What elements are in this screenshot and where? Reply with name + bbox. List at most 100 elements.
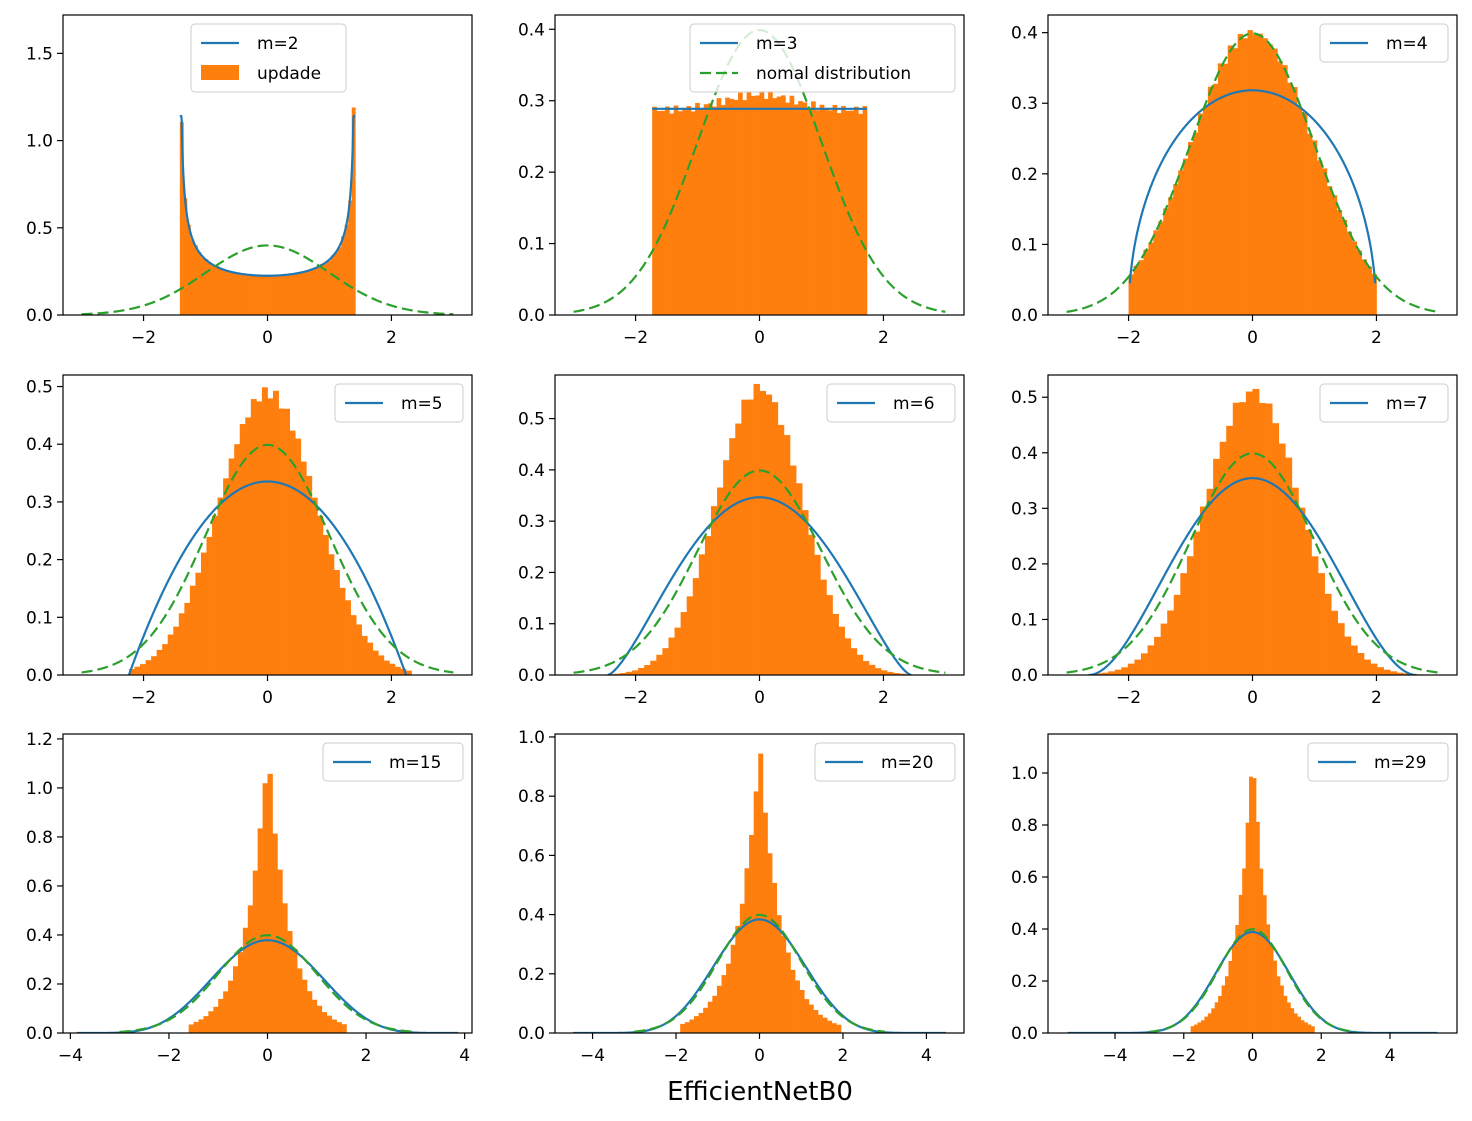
histogram-bar	[1267, 44, 1273, 315]
histogram-bar	[400, 668, 407, 675]
histogram-bar	[1307, 133, 1313, 315]
y-tick-label: 0.2	[518, 563, 545, 583]
histogram-bar	[1311, 556, 1319, 675]
histogram-bar	[1293, 1013, 1298, 1033]
y-tick-label: 0.0	[518, 306, 545, 326]
histogram-bar	[682, 108, 687, 315]
y-tick-label: 0.3	[518, 512, 545, 532]
histogram-bar	[207, 262, 212, 315]
histogram-bar	[707, 1001, 713, 1033]
histogram-bar	[1232, 402, 1240, 675]
y-tick-label: 0.6	[518, 846, 545, 866]
y-tick-label: 0.8	[26, 828, 53, 848]
histogram-bar	[1390, 671, 1398, 675]
legend-box	[814, 742, 956, 782]
histogram-bar	[1396, 672, 1404, 675]
legend-box	[826, 383, 956, 423]
histogram-bar	[1290, 1008, 1295, 1033]
histogram-bar	[712, 106, 717, 315]
histogram-bar	[1337, 623, 1345, 675]
histogram-bar	[272, 390, 279, 675]
histogram-bar	[613, 673, 621, 675]
histogram-bar	[311, 999, 318, 1033]
histogram-bar	[1173, 184, 1179, 315]
y-tick-label: 0.2	[1011, 165, 1038, 185]
histogram-bar	[689, 1019, 695, 1033]
histogram-bar	[245, 417, 252, 675]
histogram-bar	[1266, 924, 1271, 1033]
x-tick-label: −4	[1102, 1046, 1127, 1066]
histogram-bar	[267, 398, 274, 675]
histogram-bar	[234, 444, 241, 675]
histogram-bar	[200, 257, 205, 315]
histogram-bar	[1361, 259, 1367, 315]
plot-area	[573, 753, 946, 1033]
histogram-bar	[1227, 45, 1234, 315]
y-tick-label: 0.3	[1011, 499, 1038, 519]
legend-box	[322, 742, 464, 782]
histogram-bar	[767, 853, 773, 1033]
histogram-bar	[1180, 573, 1188, 675]
y-tick-label: 0.0	[518, 666, 545, 686]
histogram-bar	[306, 271, 311, 315]
histogram-bar	[783, 435, 791, 675]
histogram-bar	[665, 106, 670, 315]
x-tick-label: 2	[878, 328, 889, 348]
histogram-bar	[274, 276, 279, 315]
y-tick-label: 0.1	[1011, 610, 1038, 630]
histogram-bar	[156, 649, 163, 675]
histogram-bar	[1183, 158, 1189, 315]
histogram-bar	[184, 602, 191, 675]
histogram-bar	[1143, 249, 1149, 315]
histogram-bar	[383, 660, 390, 675]
histogram-bars	[179, 107, 356, 315]
histogram-bar	[356, 624, 363, 675]
normal-distribution-line	[81, 244, 454, 315]
y-tick-label: 0.0	[1011, 666, 1038, 686]
plot-area	[1066, 388, 1439, 675]
normal-distribution-line	[1066, 452, 1439, 674]
histogram-bar	[1148, 242, 1154, 315]
histogram-bar	[208, 1011, 214, 1033]
histogram-bar	[1197, 113, 1204, 315]
histogram-bar	[755, 95, 760, 315]
plot-area	[81, 107, 454, 315]
histogram-bar	[1383, 669, 1391, 675]
histogram-bar	[776, 915, 782, 1033]
histogram-bar	[836, 113, 842, 315]
histogram-bar	[316, 1005, 323, 1033]
histogram-bar	[741, 399, 748, 675]
histogram-bar	[1252, 388, 1260, 675]
histogram-bar	[221, 270, 226, 315]
legend-box	[1319, 383, 1449, 423]
histogram-bar	[729, 438, 736, 675]
histogram-bar	[1304, 529, 1312, 675]
histogram-bar	[183, 198, 188, 315]
histogram-bar	[841, 106, 846, 315]
y-tick-label: 0.3	[518, 92, 545, 112]
histogram-bar	[827, 1020, 833, 1033]
histogram-bar	[316, 267, 321, 315]
histogram-bar	[813, 1009, 819, 1033]
histogram-bar	[350, 615, 357, 675]
histogram-bar	[1255, 821, 1260, 1033]
histogram-bar	[798, 101, 803, 315]
histogram-bar	[763, 98, 769, 315]
histogram-bar	[794, 980, 800, 1033]
histogram-bar	[330, 255, 335, 315]
y-tick-label: 1.0	[26, 779, 53, 799]
legend-swatch-histogram	[201, 65, 239, 80]
histogram-bar	[232, 273, 237, 315]
histogram-bar	[278, 408, 285, 675]
histogram-bar	[336, 1022, 342, 1033]
histogram-bar	[790, 969, 796, 1033]
histogram-bar	[1363, 659, 1371, 675]
histogram-bar	[197, 252, 202, 315]
histogram-bar	[217, 497, 224, 675]
y-tick-label: 0.4	[518, 461, 545, 481]
histogram-bar	[650, 660, 657, 675]
plot-area	[573, 383, 946, 675]
normal-distribution-line	[1066, 32, 1439, 313]
y-tick-label: 0.2	[1011, 972, 1038, 992]
histogram-bar	[799, 989, 805, 1033]
